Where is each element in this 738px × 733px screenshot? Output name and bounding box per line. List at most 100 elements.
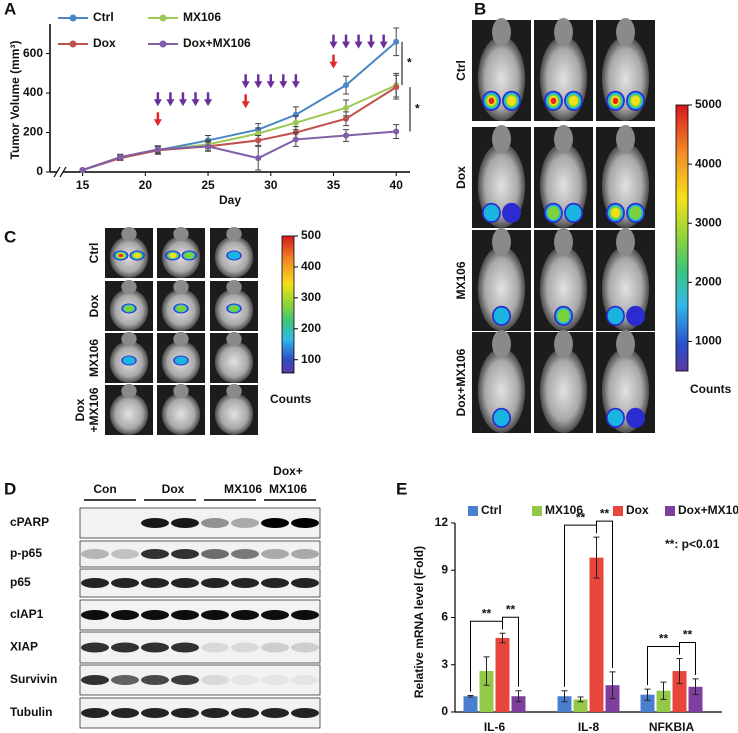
signal-blob <box>118 253 124 258</box>
series-line <box>82 86 397 171</box>
blot-row-label: Survivin <box>10 672 57 686</box>
error-bar <box>561 690 568 703</box>
colorbar-tick-label: 400 <box>301 259 321 273</box>
colorbar-tick-label: 100 <box>301 352 321 366</box>
x-tick-label: 40 <box>390 178 404 192</box>
blot-band <box>81 610 109 620</box>
blot-band <box>291 642 319 653</box>
legend-swatch <box>613 506 623 516</box>
data-point <box>154 146 161 153</box>
colorbar-tick-label: 300 <box>301 290 321 304</box>
mouse-body <box>477 246 526 331</box>
significance-label: ** <box>506 602 516 616</box>
error-bar <box>499 632 506 644</box>
blot-band <box>291 675 319 685</box>
mouse-head <box>616 17 635 47</box>
mouse-head <box>492 124 511 154</box>
mouse-head <box>173 332 189 346</box>
blot-band <box>231 708 259 718</box>
blot-band <box>81 708 109 718</box>
annotation: **: p<0.01 <box>665 537 720 551</box>
signal-blob <box>547 206 560 220</box>
x-tick-label: 25 <box>201 178 215 192</box>
panel-label: C <box>4 227 16 246</box>
signal-blob <box>629 206 642 220</box>
data-point <box>292 119 299 126</box>
blot-band <box>291 549 319 559</box>
legend-label: Ctrl <box>481 503 502 517</box>
signal-blob <box>483 204 500 222</box>
blot-row-label: cPARP <box>10 515 49 529</box>
signal-blob <box>557 309 570 323</box>
dose-arrow-head <box>204 99 213 107</box>
blot-band <box>291 518 319 528</box>
panel-label: A <box>4 0 16 18</box>
row-label: Ctrl <box>87 243 101 264</box>
mouse-head <box>226 227 242 241</box>
blot-band <box>231 578 259 588</box>
legend-marker <box>69 40 77 48</box>
dose-arrow-head <box>166 99 175 107</box>
signal-blob <box>229 305 239 312</box>
x-tick-label: IL-8 <box>578 720 600 733</box>
dose-arrow-head <box>291 81 300 89</box>
error-bar <box>644 688 651 701</box>
row-label: MX106 <box>454 261 468 299</box>
blot-band <box>201 578 229 588</box>
blot-row-label: p65 <box>10 575 31 589</box>
mouse-head <box>173 280 189 294</box>
error-bar <box>660 681 667 700</box>
mouse-body <box>477 36 526 121</box>
colorbar <box>675 104 689 372</box>
blot-band <box>201 642 229 653</box>
signal-blob <box>174 356 188 365</box>
signal-blob <box>507 95 517 106</box>
bar <box>573 699 588 712</box>
mouse-head <box>173 227 189 241</box>
blot-band <box>141 518 169 528</box>
blot-band <box>141 708 169 718</box>
dose-arrow-head <box>379 41 388 49</box>
blot-band <box>171 518 199 528</box>
blot-band <box>141 549 169 559</box>
bar <box>688 686 703 712</box>
dose-arrow-head <box>342 41 351 49</box>
mouse-head <box>492 17 511 47</box>
blot-strip <box>79 540 321 568</box>
blot-band <box>81 642 109 653</box>
blot-band <box>201 708 229 718</box>
signal-blob <box>565 204 582 222</box>
blot-band <box>141 642 169 653</box>
error-bar <box>676 657 683 685</box>
bar <box>557 696 572 712</box>
blot-band <box>261 675 289 685</box>
mouse-head <box>121 384 137 398</box>
colorbar-title: Counts <box>690 382 732 396</box>
legend-label: MX106 <box>545 503 583 517</box>
lane-group-label: Dox+ <box>273 464 303 478</box>
blot-band <box>201 675 229 685</box>
legend-swatch <box>468 506 478 516</box>
significance-label: ** <box>482 606 492 620</box>
blot-band <box>111 675 139 685</box>
blot-row-label: Tubulin <box>10 705 52 719</box>
data-point <box>343 82 350 89</box>
y-tick-label: 12 <box>435 515 449 529</box>
legend-marker <box>159 14 167 22</box>
legend-label: Dox <box>626 503 649 517</box>
signal-blob <box>122 356 136 365</box>
dose-arrow-head <box>178 99 187 107</box>
significance-bracket <box>502 616 519 687</box>
blot-band <box>231 675 259 685</box>
blot-band <box>231 642 259 653</box>
blot-band <box>171 610 199 620</box>
mouse-head <box>554 17 573 47</box>
bar <box>656 690 671 712</box>
x-tick-label: 20 <box>139 178 153 192</box>
dose-arrow-head <box>367 41 376 49</box>
error-bar <box>467 694 474 698</box>
y-tick-label: 200 <box>23 125 43 139</box>
blot-band <box>231 549 259 559</box>
colorbar-tick-label: 3000 <box>695 215 722 229</box>
dose-arrow-head <box>329 41 338 49</box>
